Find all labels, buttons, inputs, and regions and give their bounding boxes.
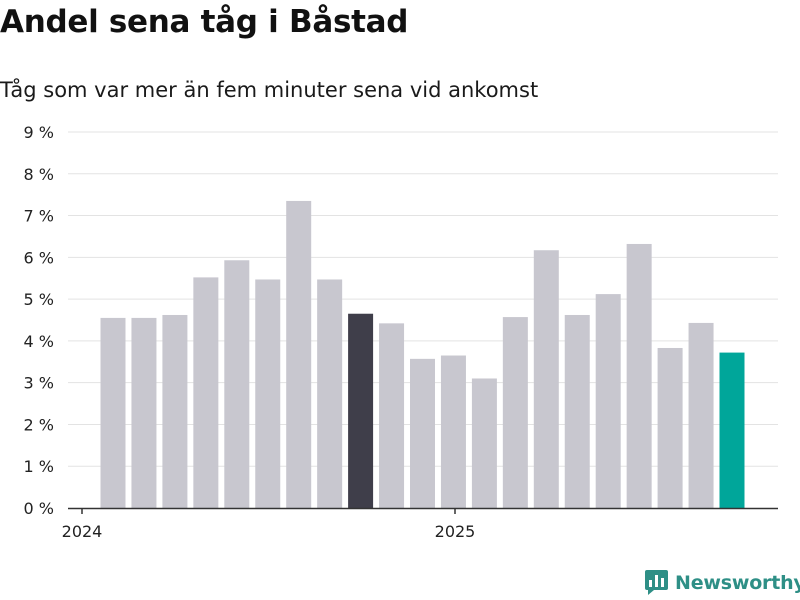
chart-title: Andel sena tåg i Båstad bbox=[0, 4, 409, 40]
logo-text: Newsworthy bbox=[675, 571, 800, 594]
chart-subtitle: Tåg som var mer än fem minuter sena vid … bbox=[0, 78, 539, 102]
y-tick-label: 7 % bbox=[24, 207, 54, 226]
x-tick-label: 2025 bbox=[435, 522, 476, 541]
newsworthy-chart-icon bbox=[645, 570, 668, 595]
bar bbox=[688, 322, 714, 508]
y-tick-label: 9 % bbox=[24, 123, 54, 142]
bar bbox=[348, 313, 374, 508]
y-tick-label: 4 % bbox=[24, 332, 54, 351]
y-tick-label: 6 % bbox=[24, 248, 54, 267]
bar bbox=[502, 317, 528, 508]
bar bbox=[440, 355, 466, 508]
bar bbox=[471, 378, 497, 508]
bar bbox=[224, 260, 250, 508]
bar bbox=[317, 279, 343, 508]
bar bbox=[410, 358, 435, 508]
bar bbox=[162, 314, 188, 508]
newsworthy-logo: Newsworthy bbox=[645, 570, 800, 595]
bar bbox=[131, 317, 157, 508]
y-tick-label: 5 % bbox=[24, 290, 54, 309]
y-tick-label: 8 % bbox=[24, 165, 54, 184]
bar bbox=[595, 294, 621, 508]
bar bbox=[100, 317, 126, 508]
y-tick-label: 0 % bbox=[24, 499, 54, 518]
bar bbox=[286, 200, 312, 508]
bar bbox=[657, 347, 683, 508]
y-tick-label: 1 % bbox=[24, 457, 54, 476]
bar bbox=[255, 279, 281, 508]
bar bbox=[626, 243, 652, 508]
y-tick-label: 3 % bbox=[24, 374, 54, 393]
bar bbox=[533, 250, 559, 508]
x-tick-label: 2024 bbox=[62, 522, 103, 541]
y-tick-label: 2 % bbox=[24, 415, 54, 434]
bar bbox=[193, 277, 219, 508]
bar bbox=[719, 352, 745, 508]
bar bbox=[564, 314, 590, 508]
bar bbox=[379, 323, 405, 508]
